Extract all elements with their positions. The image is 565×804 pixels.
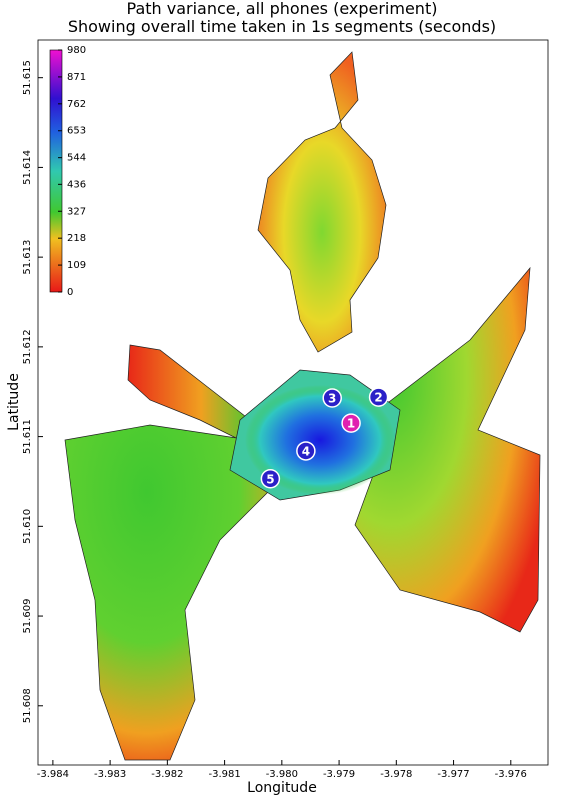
- location-marker: [368, 387, 389, 407]
- chart-title: Path variance, all phones (experiment): [127, 0, 438, 18]
- y-tick-label: 51.612: [22, 329, 33, 364]
- x-tick-label: -3.976: [495, 769, 527, 780]
- x-tick-label: -3.983: [94, 769, 126, 780]
- y-tick-label: 51.608: [22, 688, 33, 723]
- colorbar: [49, 49, 63, 293]
- colorbar-tick-label: 653: [67, 126, 86, 137]
- y-tick-label: 51.610: [22, 509, 33, 544]
- colorbar-tick-label: 762: [67, 99, 86, 110]
- location-marker: [296, 441, 316, 461]
- colorbar-tick-label: 218: [67, 233, 86, 244]
- colorbar-tick-label: 327: [67, 206, 86, 217]
- x-tick-label: -3.984: [37, 769, 69, 780]
- marker-label: 1: [347, 417, 355, 431]
- marker-label: 3: [328, 392, 336, 406]
- x-tick-label: -3.977: [437, 769, 469, 780]
- y-tick-label: 51.611: [22, 419, 33, 454]
- marker-label: 2: [374, 391, 382, 405]
- marker-label: 5: [266, 472, 274, 486]
- y-tick-label: 51.614: [22, 150, 33, 185]
- colorbar-tick-label: 0: [67, 287, 73, 298]
- location-marker: [322, 388, 342, 408]
- x-tick-label: -3.979: [323, 769, 355, 780]
- x-tick-label: -3.982: [151, 769, 183, 780]
- colorbar-tick-label: 544: [67, 153, 86, 164]
- y-tick-label: 51.615: [22, 60, 33, 95]
- x-tick-label: -3.978: [380, 769, 412, 780]
- y-axis-label: Latitude: [6, 373, 22, 431]
- chart-subtitle: Showing overall time taken in 1s segment…: [68, 17, 496, 36]
- colorbar-tick-label: 871: [67, 72, 86, 83]
- x-axis-label: Longitude: [247, 780, 317, 796]
- location-marker: [260, 469, 281, 489]
- location-marker: [341, 413, 361, 433]
- colorbar-tick-label: 109: [67, 260, 86, 271]
- x-tick-label: -3.980: [266, 769, 298, 780]
- x-tick-label: -3.981: [208, 769, 240, 780]
- y-tick-label: 51.613: [22, 240, 33, 275]
- colorbar-tick-label: 980: [67, 45, 86, 56]
- y-tick-label: 51.609: [22, 599, 33, 634]
- marker-label: 4: [302, 444, 310, 458]
- colorbar-tick-label: 436: [67, 179, 86, 190]
- map-regions: [64, 51, 541, 761]
